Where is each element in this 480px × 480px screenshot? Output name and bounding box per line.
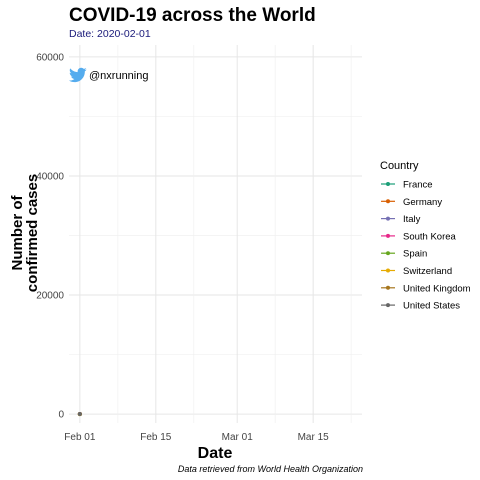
data-point (77, 412, 82, 417)
legend-label: United States (403, 301, 460, 312)
legend-label: Spain (403, 249, 427, 260)
x-tick-labels: Feb 01 Feb 15 Mar 01 Mar 15 (64, 432, 329, 443)
legend-item: United States (381, 301, 460, 312)
legend-title: Country (380, 160, 419, 172)
chart-subtitle: Date: 2020-02-01 (69, 28, 151, 40)
x-tick-label: Feb 01 (64, 432, 96, 443)
legend-marker (386, 268, 390, 273)
legend-marker (386, 199, 390, 204)
y-axis-title-line-1: Number of (9, 194, 26, 270)
legend-item: Switzerland (381, 266, 452, 277)
y-axis-title: Number of confirmed cases (9, 174, 41, 292)
y-tick-label: 20000 (36, 291, 64, 302)
legend: Country France Germany Italy South Korea Spa… (380, 160, 471, 312)
legend-label: Italy (403, 214, 421, 225)
legend-label: United Kingdom (403, 283, 471, 294)
legend-marker (386, 251, 390, 256)
grid (69, 45, 362, 423)
twitter-bird-icon (69, 67, 87, 83)
x-tick-label: Mar 15 (298, 432, 330, 443)
legend-item: Germany (381, 197, 442, 208)
x-tick-label: Feb 15 (140, 432, 172, 443)
legend-label: South Korea (403, 231, 457, 242)
legend-marker (386, 303, 390, 308)
legend-marker (386, 182, 390, 186)
legend-marker (386, 216, 390, 221)
y-axis-title-line-2: confirmed cases (24, 174, 41, 292)
y-tick-labels: 0 20000 40000 60000 (36, 52, 64, 420)
y-tick-label: 0 (58, 410, 64, 421)
legend-item: Spain (381, 249, 427, 260)
legend-item: Italy (381, 214, 421, 225)
legend-label: France (403, 180, 433, 191)
data-points (77, 411, 82, 417)
legend-item: France (381, 180, 433, 191)
legend-label: Switzerland (403, 266, 452, 277)
x-axis-title: Date (198, 445, 233, 462)
caption: Data retrieved from World Health Organiz… (178, 464, 363, 474)
legend-marker (386, 285, 390, 290)
legend-marker (386, 233, 390, 238)
twitter-annotation: @nxrunning (69, 67, 148, 83)
y-tick-label: 60000 (36, 52, 64, 63)
legend-label: Germany (403, 197, 442, 208)
legend-item: South Korea (381, 231, 457, 242)
y-tick-label: 40000 (36, 171, 64, 182)
chart-title: COVID-19 across the World (69, 5, 316, 26)
legend-item: United Kingdom (381, 283, 471, 294)
twitter-handle: @nxrunning (89, 70, 148, 82)
x-tick-label: Mar 01 (222, 432, 254, 443)
